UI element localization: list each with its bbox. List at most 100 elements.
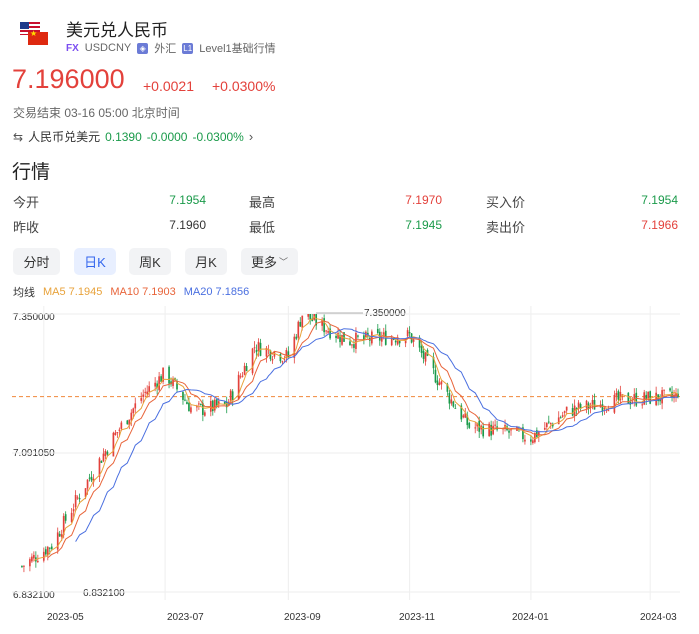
tab-more[interactable]: 更多 ﹀ <box>241 248 298 275</box>
trading-status: 交易结束 03-16 05:00 北京时间 <box>13 106 180 120</box>
candle-body <box>301 315 304 328</box>
candle-body <box>547 421 550 423</box>
candle-body <box>452 401 455 407</box>
x-tick-2024-01: 2024-01 <box>512 612 549 623</box>
candle-body <box>168 366 170 384</box>
candle-body <box>231 391 234 400</box>
bid-label: 买入价 <box>486 195 526 210</box>
candle-body <box>450 399 453 404</box>
candle-body <box>579 404 582 409</box>
candle-body <box>217 401 220 405</box>
candle-body <box>200 403 202 405</box>
candle-body <box>102 453 105 462</box>
candle-body <box>460 405 463 420</box>
candle-body <box>474 427 477 429</box>
tab-monthly-k[interactable]: 月K <box>185 248 227 275</box>
candle-body <box>398 340 401 344</box>
ma-title: 均线 <box>13 287 35 299</box>
candle-body <box>355 332 357 349</box>
candle-body <box>64 514 67 521</box>
x-tick-2023-07: 2023-07 <box>167 612 204 623</box>
ma20-line <box>75 328 679 542</box>
candle-body <box>142 394 145 397</box>
candle-body <box>406 330 409 337</box>
candle-body <box>619 391 622 401</box>
candle-body <box>394 340 397 343</box>
candle-body <box>561 415 564 417</box>
candle-body <box>243 365 246 375</box>
candle-body <box>229 390 232 403</box>
tab-intraday[interactable]: 分时 <box>13 248 60 275</box>
candlestick-chart[interactable]: 7.350000 7.091050 6.832100 2023-05 2023-… <box>0 300 699 634</box>
candle-body <box>464 413 467 418</box>
candle-body <box>283 358 286 360</box>
x-tick-2023-05: 2023-05 <box>47 612 84 623</box>
ma20-label: MA20 7.1856 <box>183 286 250 298</box>
tab-weekly-k[interactable]: 周K <box>129 248 171 275</box>
x-tick-2023-09: 2023-09 <box>284 612 321 623</box>
candle-body <box>390 337 393 346</box>
candle-body <box>663 389 665 391</box>
candle-body <box>434 369 437 383</box>
candle-body <box>299 322 302 327</box>
candle-body <box>351 344 353 346</box>
candle-body <box>341 334 343 345</box>
candle-body <box>293 336 296 358</box>
candle-body <box>466 415 469 426</box>
low-value: 7.1945 <box>405 218 442 232</box>
candle-body <box>29 559 31 567</box>
candle-body <box>559 417 562 419</box>
candle-body <box>78 497 81 500</box>
candle-body <box>557 417 560 425</box>
candle-body <box>396 339 399 345</box>
ask-label: 卖出价 <box>486 220 526 235</box>
candle-body <box>545 422 548 427</box>
candle-body <box>211 400 214 412</box>
candle-body <box>114 432 117 436</box>
candle-body <box>130 412 133 421</box>
candle-body <box>154 382 156 387</box>
candle-body <box>633 394 636 401</box>
candle-body <box>160 376 162 382</box>
market-text: 外汇 <box>154 43 177 55</box>
high-value: 7.1970 <box>405 193 442 207</box>
candle-body <box>255 349 258 353</box>
candle-body <box>21 565 23 567</box>
candle-body <box>589 406 592 408</box>
candle-body <box>468 422 471 428</box>
candle-body <box>148 386 151 393</box>
candle-body <box>349 341 351 346</box>
candle-body <box>56 532 59 550</box>
level-icon: L1 <box>182 42 194 54</box>
candle-body <box>339 335 341 343</box>
candle-body <box>295 336 298 339</box>
ask-value: 7.1966 <box>641 218 678 232</box>
candle-body <box>607 410 610 412</box>
candle-body <box>23 565 25 567</box>
candle-body <box>223 401 226 404</box>
section-title: 行情 <box>12 162 51 183</box>
candle-body <box>357 335 359 337</box>
x-tick-2023-11: 2023-11 <box>399 612 435 623</box>
candle-body <box>370 331 373 344</box>
candle-body <box>649 391 652 404</box>
candle-body <box>532 440 534 443</box>
candle-body <box>440 381 443 385</box>
candle-body <box>432 356 435 369</box>
chevron-right-icon: › <box>248 129 254 144</box>
inverse-rate-link[interactable]: ⇆ 人民币兑美元 0.1390 -0.0000 -0.0300% › <box>13 128 253 145</box>
candle-body <box>575 407 578 411</box>
candle-body <box>285 350 288 358</box>
candle-body <box>315 314 318 326</box>
candle-body <box>551 423 554 427</box>
candle-body <box>62 516 65 536</box>
y-tick-min: 6.832100 <box>13 590 55 601</box>
chevron-down-icon: ﹀ <box>279 257 289 267</box>
tab-daily-k[interactable]: 日K <box>74 248 116 275</box>
candle-body <box>537 432 540 436</box>
candle-body <box>571 408 574 416</box>
candle-body <box>643 392 646 405</box>
candle-body <box>265 347 268 357</box>
candle-body <box>70 512 73 523</box>
candle-body <box>422 350 425 359</box>
